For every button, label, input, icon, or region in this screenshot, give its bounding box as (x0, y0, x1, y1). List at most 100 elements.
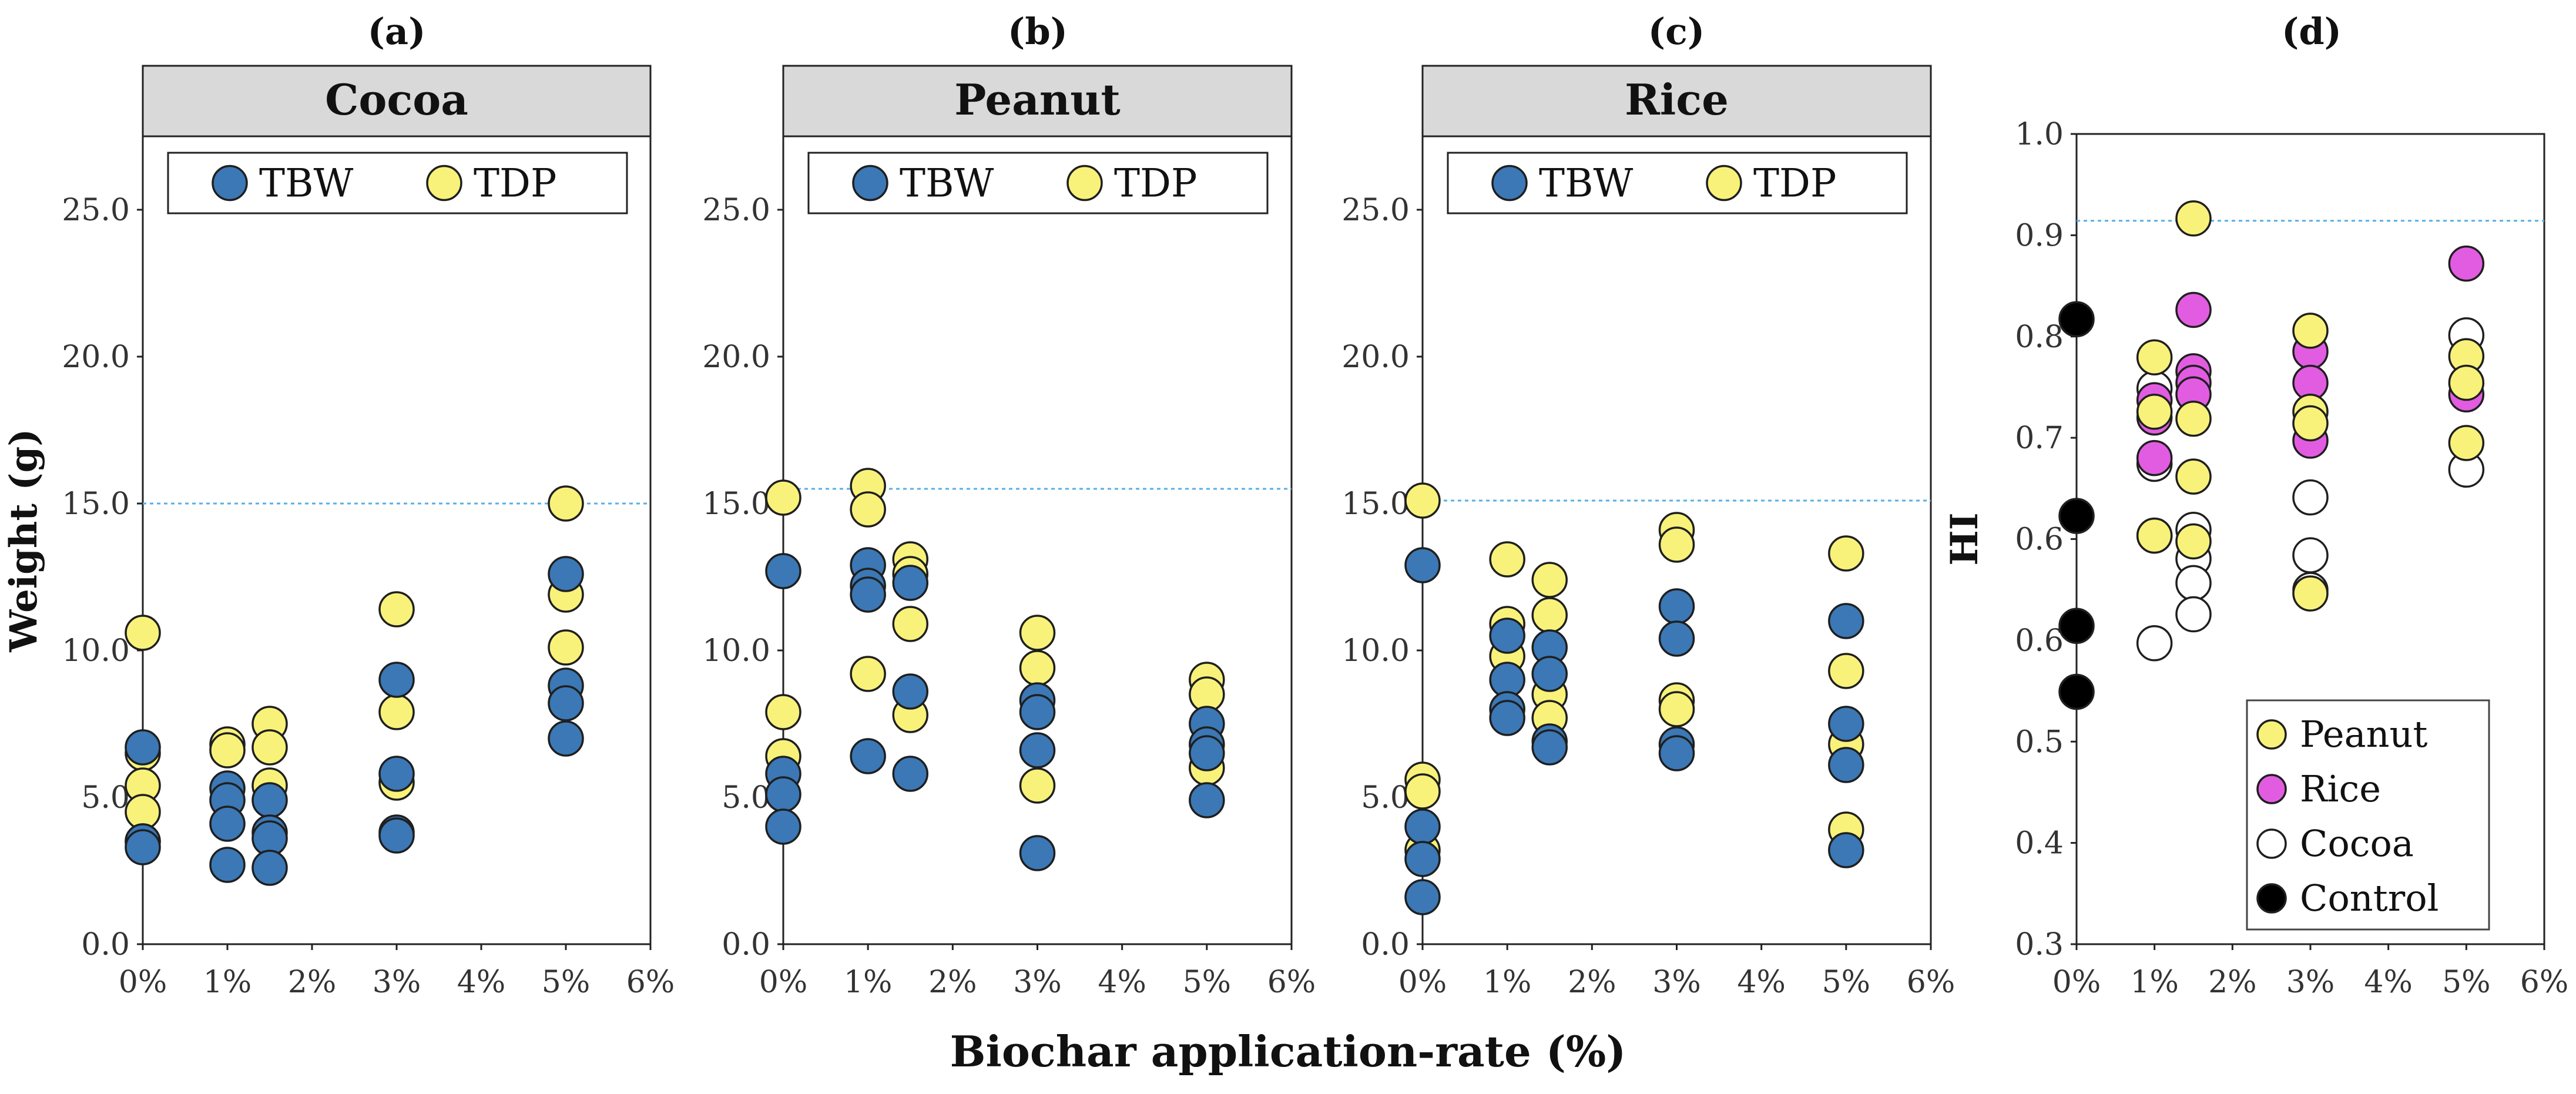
point-tbw (209, 806, 246, 842)
x-tick-label: 6% (1907, 965, 1956, 1000)
point-tdp (1489, 541, 1525, 578)
plot-frame (782, 135, 1293, 945)
point-cocoa (2292, 479, 2329, 516)
x-tick-label: 3% (1652, 965, 1701, 1000)
point-tbw (1828, 832, 1864, 868)
point-peanut (2175, 400, 2212, 437)
point-control (2058, 608, 2095, 644)
x-tick-label: 2% (288, 965, 337, 1000)
legend-marker (1706, 165, 1742, 202)
x-tick-label: 6% (626, 965, 675, 1000)
point-tbw (548, 556, 584, 592)
point-cocoa (2175, 596, 2212, 633)
y-tick-label: 10.0 (62, 633, 130, 669)
point-tdp (892, 606, 928, 642)
panel-c: (c) Rice 0.0 5.0 10.0 15.0 20.0 25.0 0% 1% 2% 3% 4% 5… (1341, 10, 1955, 1000)
y-tick-label: 0.0 (81, 927, 130, 962)
x-tick-label: 4% (457, 965, 506, 1000)
point-tdp (209, 732, 246, 769)
point-tbw (1019, 732, 1056, 769)
legend-marker (1491, 165, 1528, 202)
point-tdp (251, 729, 288, 766)
x-axis-label: Biochar application-rate (%) (950, 1026, 1626, 1076)
y-axis-label: HI (1943, 512, 1987, 565)
point-rice (2136, 439, 2173, 476)
point-tbw (1019, 835, 1056, 871)
panel-letter: (b) (1008, 10, 1068, 53)
point-tdp (1404, 773, 1441, 810)
point-tbw (1404, 547, 1441, 583)
x-tick-label: 0% (1398, 965, 1447, 1000)
x-tick-label: 2% (2208, 965, 2257, 1000)
point-tdp (378, 694, 415, 730)
point-tbw (765, 808, 801, 845)
point-tbw (209, 847, 246, 883)
y-tick-label: 25.0 (702, 193, 770, 228)
point-control (2058, 673, 2095, 710)
y-tick-label: 5.0 (81, 780, 130, 816)
y-tick-label: 0.0 (722, 927, 770, 962)
point-tbw (892, 756, 928, 792)
y-tick-label: 10.0 (702, 633, 770, 669)
point-control (2058, 498, 2095, 534)
y-tick-label: 0.6 (2015, 623, 2064, 659)
point-tdp (1658, 526, 1695, 563)
point-tbw (378, 817, 415, 854)
x-tick-label: 2% (928, 965, 977, 1000)
legend-label: TDP (1114, 161, 1197, 206)
y-tick-label: 25.0 (1341, 193, 1410, 228)
point-peanut (2292, 405, 2329, 442)
y-tick-label: 20.0 (62, 340, 130, 375)
point-peanut (2292, 575, 2329, 612)
legend-label: TBW (1539, 161, 1634, 206)
legend-marker (1066, 165, 1103, 202)
y-tick-label: 5.0 (722, 780, 770, 816)
x-tick-label: 0% (2052, 965, 2101, 1000)
point-tdp (125, 615, 161, 651)
y-tick-label: 0.7 (2015, 421, 2064, 456)
point-tbw (251, 850, 288, 886)
legend-marker (2256, 774, 2287, 804)
point-tbw (765, 776, 801, 813)
point-tdp (548, 485, 584, 522)
point-peanut (2448, 364, 2485, 401)
point-tdp (765, 694, 801, 730)
panel-d: (d) 0.3 0.4 0.5 0.6 0.6 0.7 0.8 0.9 1.0 0% 1% 2% 3% 4%… (1943, 10, 2568, 1000)
point-tdp (1019, 615, 1056, 651)
point-tbw (1828, 603, 1864, 639)
x-tick-label: 5% (1822, 965, 1871, 1000)
point-tdp (850, 656, 886, 692)
legend-label: TDP (474, 161, 556, 206)
y-axis-label: Weight (g) (2, 428, 46, 652)
x-tick-label: 1% (2130, 965, 2179, 1000)
point-tbw (1658, 735, 1695, 771)
point-tbw (1404, 808, 1441, 845)
panel-letter: (d) (2282, 10, 2342, 53)
point-tbw (892, 565, 928, 601)
legend-marker (852, 165, 888, 202)
point-tdp (548, 629, 584, 666)
legend-marker (2256, 719, 2287, 750)
point-tdp (1828, 535, 1864, 572)
x-tick-label: 5% (2442, 965, 2491, 1000)
y-tick-label: 0.9 (2015, 218, 2064, 253)
point-peanut (2136, 339, 2173, 375)
point-rice (2448, 245, 2485, 282)
legend-marker (2256, 883, 2287, 914)
point-tbw (1828, 706, 1864, 742)
panel-letter: (a) (368, 10, 426, 53)
point-peanut (2136, 517, 2173, 554)
point-tdp (1019, 650, 1056, 686)
x-tick-label: 0% (759, 965, 808, 1000)
y-tick-label: 20.0 (702, 340, 770, 375)
y-tick-label: 0.6 (2015, 522, 2064, 558)
x-tick-label: 3% (1013, 965, 1062, 1000)
point-peanut (2136, 394, 2173, 430)
y-tick-label: 25.0 (62, 193, 130, 228)
x-tick-label: 1% (844, 965, 893, 1000)
point-tdp (1658, 691, 1695, 727)
point-tbw (251, 782, 288, 818)
y-tick-label: 15.0 (1341, 486, 1410, 522)
point-control (2058, 301, 2095, 337)
legend-label: TBW (259, 161, 354, 206)
